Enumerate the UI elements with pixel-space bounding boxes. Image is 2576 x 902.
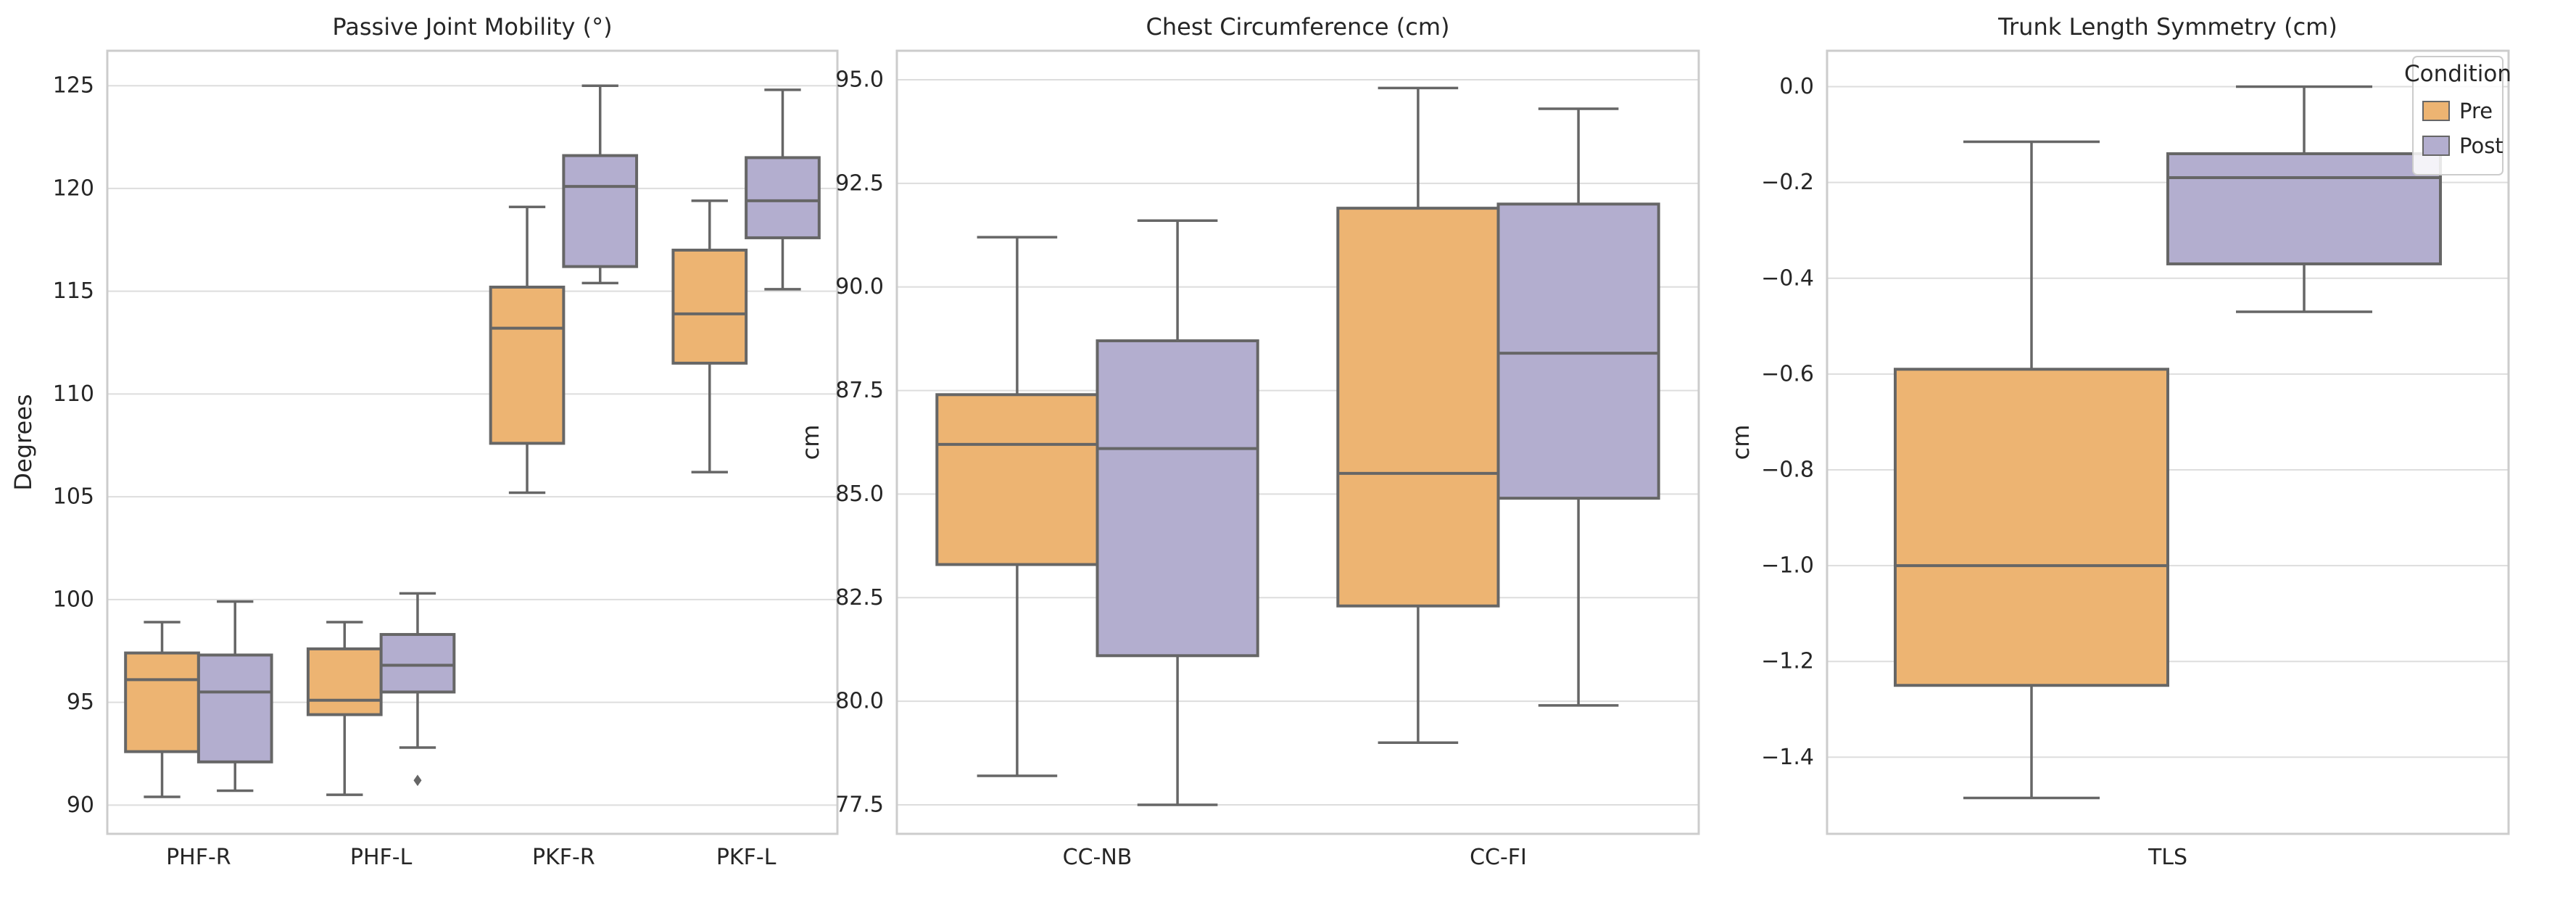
box-pre-cc-nb [935,236,1099,777]
box-pre-cc-fi [1336,86,1500,745]
box-post-tls [2166,85,2442,313]
chart-panel-1: 90 95 100 105 110 115 120 125 PHF-R PHF-L PKF-R PKF… [9,13,839,870]
box-iqr [562,154,639,268]
chart-panel-2: 77.5 80.0 82.5 85.0 87.5 90.0 92.5 95.0 CC-NB CC-… [797,13,1700,870]
box-post-cc-nb [1096,219,1259,806]
box-iqr [1336,207,1500,608]
y-tick-label: 87.5 [835,378,884,403]
box-iqr [306,647,383,716]
y-tick-label: 90 [67,793,94,818]
y-tick-label: −1.4 [1761,745,1814,770]
y-axis-label: cm [797,425,824,460]
axes-frame [106,49,839,835]
box-pre-pkf-l [671,199,748,473]
y-tick-label: 77.5 [835,793,884,818]
legend-swatch-post [2422,136,2450,156]
box-iqr [379,633,456,694]
y-tick-label: 85.0 [835,481,884,507]
y-tick-label: −0.8 [1761,457,1814,482]
axes-frame [895,49,1700,835]
box-pre-phf-r [124,621,200,798]
y-tick-label: 95 [67,690,94,715]
box-pre-pkf-r [489,205,566,495]
box-iqr [935,393,1099,566]
y-tick-label: 82.5 [835,585,884,611]
y-tick-label: −0.4 [1761,265,1814,291]
box-iqr [1096,339,1259,658]
y-tick-label: 80.0 [835,689,884,714]
y-tick-label: 110 [53,381,94,407]
y-tick-label: −0.2 [1761,170,1814,195]
box-iqr [671,248,748,365]
box-iqr [196,653,273,764]
outlier-marker [413,774,422,787]
y-tick-label: 0.0 [1779,74,1814,99]
box-post-phf-r [196,600,273,793]
y-axis-label: Degrees [9,394,37,490]
box-post-cc-fi [1496,107,1660,707]
box-iqr [1496,202,1660,500]
legend-label-pre: Pre [2459,99,2493,123]
y-tick-label: 92.5 [835,170,884,196]
box-iqr [124,651,200,753]
box-post-pkf-r [562,84,639,285]
y-tick-label: 90.0 [835,274,884,299]
x-tick-label: CC-FI [1470,845,1527,870]
y-tick-label: −1.0 [1761,553,1814,579]
axes-frame [1826,49,2510,835]
y-tick-label: 125 [53,73,94,99]
chart-panel-3: −1.4 −1.2 −1.0 −0.8 −0.6 −0.4 −0.2 0.0 TLS Trunk … [1727,13,2510,870]
box-iqr [2166,152,2442,265]
x-tick-label: PKF-L [716,845,776,870]
box-iqr [745,156,821,239]
box-post-phf-l [379,592,456,787]
y-axis-label: cm [1727,425,1755,460]
chart-title: Trunk Length Symmetry (cm) [1997,13,2337,41]
box-iqr [1894,368,2169,687]
box-post-pkf-l [745,88,821,291]
legend-title: Condition [2404,61,2511,87]
y-tick-label: −1.2 [1761,649,1814,674]
y-tick-label: 115 [53,278,94,304]
y-tick-label: 100 [53,587,94,612]
x-tick-label: PKF-R [532,845,595,870]
x-tick-label: TLS [2148,845,2187,870]
box-pre-phf-l [306,621,383,796]
chart-title: Chest Circumference (cm) [1146,13,1450,41]
box-pre-tls [1894,140,2169,800]
legend: Condition Pre Post [2404,56,2511,175]
y-tick-label: 120 [53,175,94,201]
y-tick-label: 95.0 [835,67,884,93]
x-tick-label: PHF-L [350,845,413,870]
y-tick-label: 105 [53,484,94,510]
x-tick-label: PHF-R [166,845,231,870]
chart-title: Passive Joint Mobility (°) [332,13,612,41]
box-iqr [489,285,566,445]
y-tick-label: −0.6 [1761,361,1814,386]
x-tick-label: CC-NB [1063,845,1132,870]
legend-swatch-pre [2422,101,2450,121]
legend-label-post: Post [2459,133,2503,158]
